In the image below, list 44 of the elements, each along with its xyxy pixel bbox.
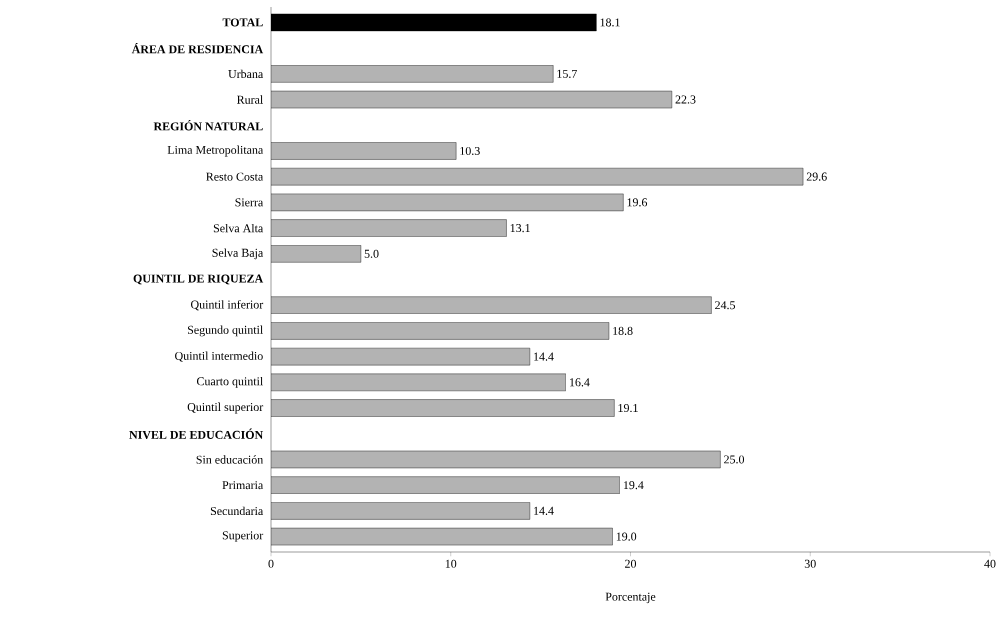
data-label: 5.0 [364, 249, 379, 258]
y-tick-label: Segundo quintil [187, 325, 263, 337]
data-label: 22.3 [675, 95, 696, 104]
data-label: 19.1 [618, 403, 638, 413]
y-tick-label: REGIÓN NATURAL [153, 120, 263, 131]
data-label: 24.5 [715, 301, 736, 310]
data-label: 13.1 [510, 224, 530, 233]
y-tick-label: TOTAL [222, 18, 263, 27]
data-label: 19.0 [616, 532, 637, 541]
data-label: 25.0 [724, 455, 745, 464]
y-tick-label: Quintil superior [187, 402, 264, 414]
y-tick-label: Lima Metropolitana [167, 145, 264, 157]
y-tick-label: ÁREA DE RESIDENCIA [131, 42, 264, 54]
y-tick-label: Superior [222, 531, 264, 542]
data-label: 14.4 [534, 352, 554, 361]
y-tick-label: Rural [237, 95, 263, 104]
y-tick-label: Urbana [228, 69, 264, 79]
data-label: 19.6 [627, 198, 648, 207]
y-tick-label: Sin educación [196, 455, 264, 464]
data-label: 14.4 [534, 506, 554, 515]
y-tick-label: Cuarto quintil [196, 376, 263, 388]
y-tick-label: Selva Baja [212, 248, 264, 260]
y-tick-label: QUINTIL DE RIQUEZA [133, 274, 264, 285]
data-label: 19.4 [623, 481, 644, 490]
x-axis-title: Porcentaje [605, 592, 656, 604]
x-tick-label: 40 [984, 559, 996, 568]
y-tick-label: Quintil intermedio [175, 351, 263, 362]
data-label: 15.7 [557, 69, 577, 78]
y-tick-label: Quintil inferior [191, 300, 264, 311]
x-tick-label: 20 [625, 559, 637, 568]
x-tick-label: 30 [804, 559, 816, 568]
data-label: 10.3 [460, 146, 480, 156]
x-tick-label: 10 [445, 559, 457, 568]
y-tick-label: Selva Alta [213, 223, 264, 233]
y-tick-label: Primaria [222, 481, 264, 490]
y-tick-label: Sierra [235, 198, 264, 207]
data-label: 18.1 [600, 18, 620, 27]
data-label: 29.6 [806, 172, 827, 181]
y-tick-label: NIVEL DE EDUCACIÓN [129, 428, 264, 439]
data-label: 18.8 [613, 326, 633, 335]
y-tick-label: Resto Costa [206, 172, 264, 181]
x-tick-label: 0 [268, 559, 274, 568]
y-tick-label: Secundaria [210, 506, 264, 516]
data-label: 16.4 [570, 378, 590, 387]
